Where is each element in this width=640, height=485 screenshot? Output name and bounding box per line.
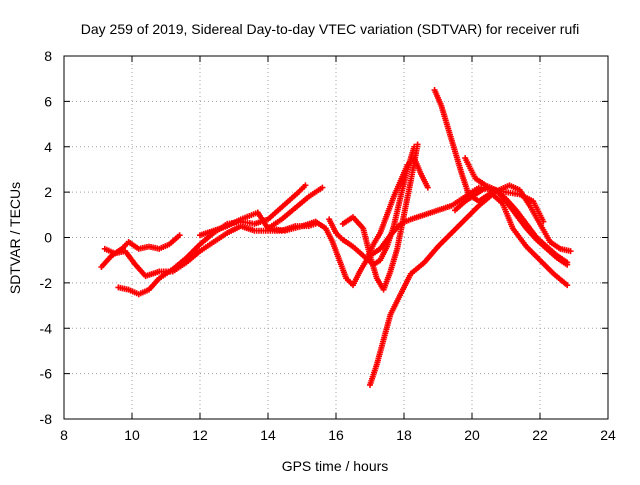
data-point bbox=[564, 282, 571, 289]
y-axis-label: SDTVAR / TECUs bbox=[7, 182, 23, 294]
x-tick-label: 8 bbox=[60, 427, 68, 443]
data-point bbox=[424, 184, 431, 191]
data-point bbox=[302, 182, 309, 189]
x-tick-label: 14 bbox=[260, 427, 276, 443]
x-tick-label: 16 bbox=[328, 427, 344, 443]
y-tick-label: -4 bbox=[40, 320, 53, 336]
x-tick-label: 12 bbox=[192, 427, 208, 443]
grid-layer bbox=[64, 56, 608, 419]
x-tick-label: 10 bbox=[124, 427, 140, 443]
y-tick-label: 2 bbox=[44, 184, 52, 200]
data-point bbox=[176, 232, 183, 239]
x-tick-label: 18 bbox=[396, 427, 412, 443]
y-tick-label: -2 bbox=[40, 275, 53, 291]
data-point bbox=[567, 248, 574, 255]
x-axis-label: GPS time / hours bbox=[282, 458, 389, 474]
y-tick-label: 8 bbox=[44, 48, 52, 64]
series-arc-9 bbox=[367, 191, 571, 388]
series-arc-8 bbox=[367, 184, 547, 259]
series-arc-12 bbox=[452, 184, 571, 266]
y-tick-label: 6 bbox=[44, 93, 52, 109]
chart-title: Day 259 of 2019, Sidereal Day-to-day VTE… bbox=[81, 21, 580, 37]
data-layer bbox=[98, 87, 574, 388]
y-tick-label: -6 bbox=[40, 366, 53, 382]
data-point bbox=[564, 259, 571, 266]
y-tick-label: 4 bbox=[44, 139, 52, 155]
y-tick-label: 0 bbox=[44, 230, 52, 246]
y-tick-label: -8 bbox=[40, 411, 53, 427]
series-arc-3 bbox=[115, 182, 309, 298]
x-tick-label: 20 bbox=[464, 427, 480, 443]
x-tick-label: 24 bbox=[600, 427, 616, 443]
data-point bbox=[414, 141, 421, 148]
data-point bbox=[319, 184, 326, 191]
x-tick-label: 22 bbox=[532, 427, 548, 443]
